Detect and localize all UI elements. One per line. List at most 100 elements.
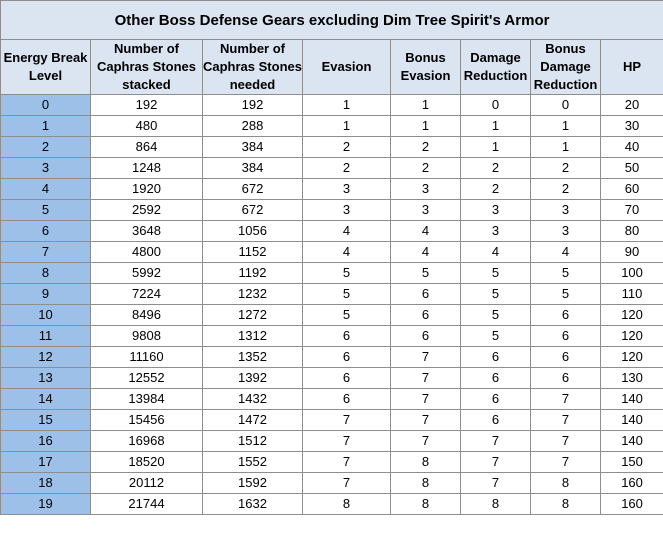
cell-hp: 150 — [599, 451, 663, 473]
table-row: 3 1248 384 2 2 2 2 50 — [0, 157, 663, 179]
cell-evasion: 2 — [302, 157, 391, 179]
table-row: 6 3648 1056 4 4 3 3 80 — [0, 220, 663, 242]
cell-evasion: 5 — [302, 262, 391, 284]
cell-level: 5 — [0, 199, 91, 221]
cell-damage-reduction: 7 — [460, 472, 531, 494]
cell-level: 6 — [0, 220, 91, 242]
cell-bonus-damage-reduction: 7 — [530, 388, 601, 410]
cell-bonus-damage-reduction: 2 — [530, 178, 601, 200]
cell-stones-stacked: 480 — [90, 115, 203, 137]
table-row: 14 13984 1432 6 7 6 7 140 — [0, 388, 663, 410]
cell-damage-reduction: 0 — [460, 94, 531, 116]
header-evasion: Evasion — [302, 39, 391, 95]
cell-stones-needed: 1592 — [202, 472, 303, 494]
table-body: 0 192 192 1 1 0 0 20 1 480 288 1 1 1 1 30 2 864 384 2 2 1 1 40 3… — [0, 94, 663, 515]
cell-damage-reduction: 6 — [460, 388, 531, 410]
cell-damage-reduction: 3 — [460, 220, 531, 242]
cell-stones-stacked: 4800 — [90, 241, 203, 263]
cell-damage-reduction: 5 — [460, 325, 531, 347]
cell-bonus-evasion: 7 — [390, 388, 461, 410]
cell-stones-needed: 672 — [202, 178, 303, 200]
cell-evasion: 6 — [302, 388, 391, 410]
cell-hp: 40 — [599, 136, 663, 158]
cell-stones-needed: 1232 — [202, 283, 303, 305]
cell-bonus-damage-reduction: 5 — [530, 283, 601, 305]
cell-damage-reduction: 6 — [460, 346, 531, 368]
cell-stones-stacked: 7224 — [90, 283, 203, 305]
cell-evasion: 2 — [302, 136, 391, 158]
cell-bonus-evasion: 7 — [390, 409, 461, 431]
cell-damage-reduction: 1 — [460, 136, 531, 158]
cell-hp: 90 — [599, 241, 663, 263]
table-row: 1 480 288 1 1 1 1 30 — [0, 115, 663, 137]
table-row: 2 864 384 2 2 1 1 40 — [0, 136, 663, 158]
cell-level: 3 — [0, 157, 91, 179]
cell-stones-stacked: 13984 — [90, 388, 203, 410]
cell-level: 11 — [0, 325, 91, 347]
cell-level: 19 — [0, 493, 91, 515]
cell-stones-needed: 384 — [202, 136, 303, 158]
cell-hp: 110 — [599, 283, 663, 305]
cell-damage-reduction: 2 — [460, 178, 531, 200]
table-row: 5 2592 672 3 3 3 3 70 — [0, 199, 663, 221]
cell-stones-stacked: 192 — [90, 94, 203, 116]
cell-damage-reduction: 5 — [460, 262, 531, 284]
cell-stones-stacked: 9808 — [90, 325, 203, 347]
cell-hp: 20 — [599, 94, 663, 116]
cell-stones-needed: 1056 — [202, 220, 303, 242]
cell-stones-needed: 1512 — [202, 430, 303, 452]
cell-hp: 120 — [599, 346, 663, 368]
cell-evasion: 3 — [302, 199, 391, 221]
cell-stones-needed: 672 — [202, 199, 303, 221]
cell-stones-stacked: 12552 — [90, 367, 203, 389]
cell-stones-needed: 1312 — [202, 325, 303, 347]
cell-bonus-damage-reduction: 7 — [530, 409, 601, 431]
table-row: 16 16968 1512 7 7 7 7 140 — [0, 430, 663, 452]
header-bonus-damage-reduction: Bonus Damage Reduction — [530, 39, 601, 95]
table-row: 19 21744 1632 8 8 8 8 160 — [0, 493, 663, 515]
cell-stones-needed: 1632 — [202, 493, 303, 515]
table-row: 17 18520 1552 7 8 7 7 150 — [0, 451, 663, 473]
cell-bonus-damage-reduction: 3 — [530, 199, 601, 221]
cell-level: 1 — [0, 115, 91, 137]
cell-stones-needed: 1192 — [202, 262, 303, 284]
cell-stones-stacked: 864 — [90, 136, 203, 158]
cell-stones-stacked: 1248 — [90, 157, 203, 179]
cell-bonus-damage-reduction: 2 — [530, 157, 601, 179]
cell-level: 15 — [0, 409, 91, 431]
cell-level: 12 — [0, 346, 91, 368]
cell-bonus-damage-reduction: 4 — [530, 241, 601, 263]
cell-level: 9 — [0, 283, 91, 305]
cell-bonus-evasion: 8 — [390, 451, 461, 473]
cell-level: 14 — [0, 388, 91, 410]
cell-damage-reduction: 7 — [460, 430, 531, 452]
cell-stones-stacked: 1920 — [90, 178, 203, 200]
cell-evasion: 8 — [302, 493, 391, 515]
cell-stones-stacked: 11160 — [90, 346, 203, 368]
cell-damage-reduction: 3 — [460, 199, 531, 221]
cell-stones-stacked: 3648 — [90, 220, 203, 242]
cell-level: 10 — [0, 304, 91, 326]
cell-stones-needed: 1272 — [202, 304, 303, 326]
table-row: 11 9808 1312 6 6 5 6 120 — [0, 325, 663, 347]
cell-hp: 70 — [599, 199, 663, 221]
cell-level: 16 — [0, 430, 91, 452]
header-hp: HP — [599, 39, 663, 95]
cell-evasion: 3 — [302, 178, 391, 200]
cell-stones-stacked: 21744 — [90, 493, 203, 515]
cell-stones-stacked: 2592 — [90, 199, 203, 221]
cell-evasion: 7 — [302, 430, 391, 452]
cell-stones-stacked: 5992 — [90, 262, 203, 284]
cell-stones-needed: 288 — [202, 115, 303, 137]
cell-damage-reduction: 6 — [460, 367, 531, 389]
cell-level: 8 — [0, 262, 91, 284]
cell-hp: 160 — [599, 472, 663, 494]
cell-stones-needed: 192 — [202, 94, 303, 116]
cell-hp: 140 — [599, 388, 663, 410]
cell-bonus-damage-reduction: 6 — [530, 367, 601, 389]
table-title: Other Boss Defense Gears excluding Dim T… — [0, 0, 663, 40]
cell-hp: 100 — [599, 262, 663, 284]
cell-bonus-evasion: 6 — [390, 304, 461, 326]
cell-stones-stacked: 15456 — [90, 409, 203, 431]
table-row: 9 7224 1232 5 6 5 5 110 — [0, 283, 663, 305]
